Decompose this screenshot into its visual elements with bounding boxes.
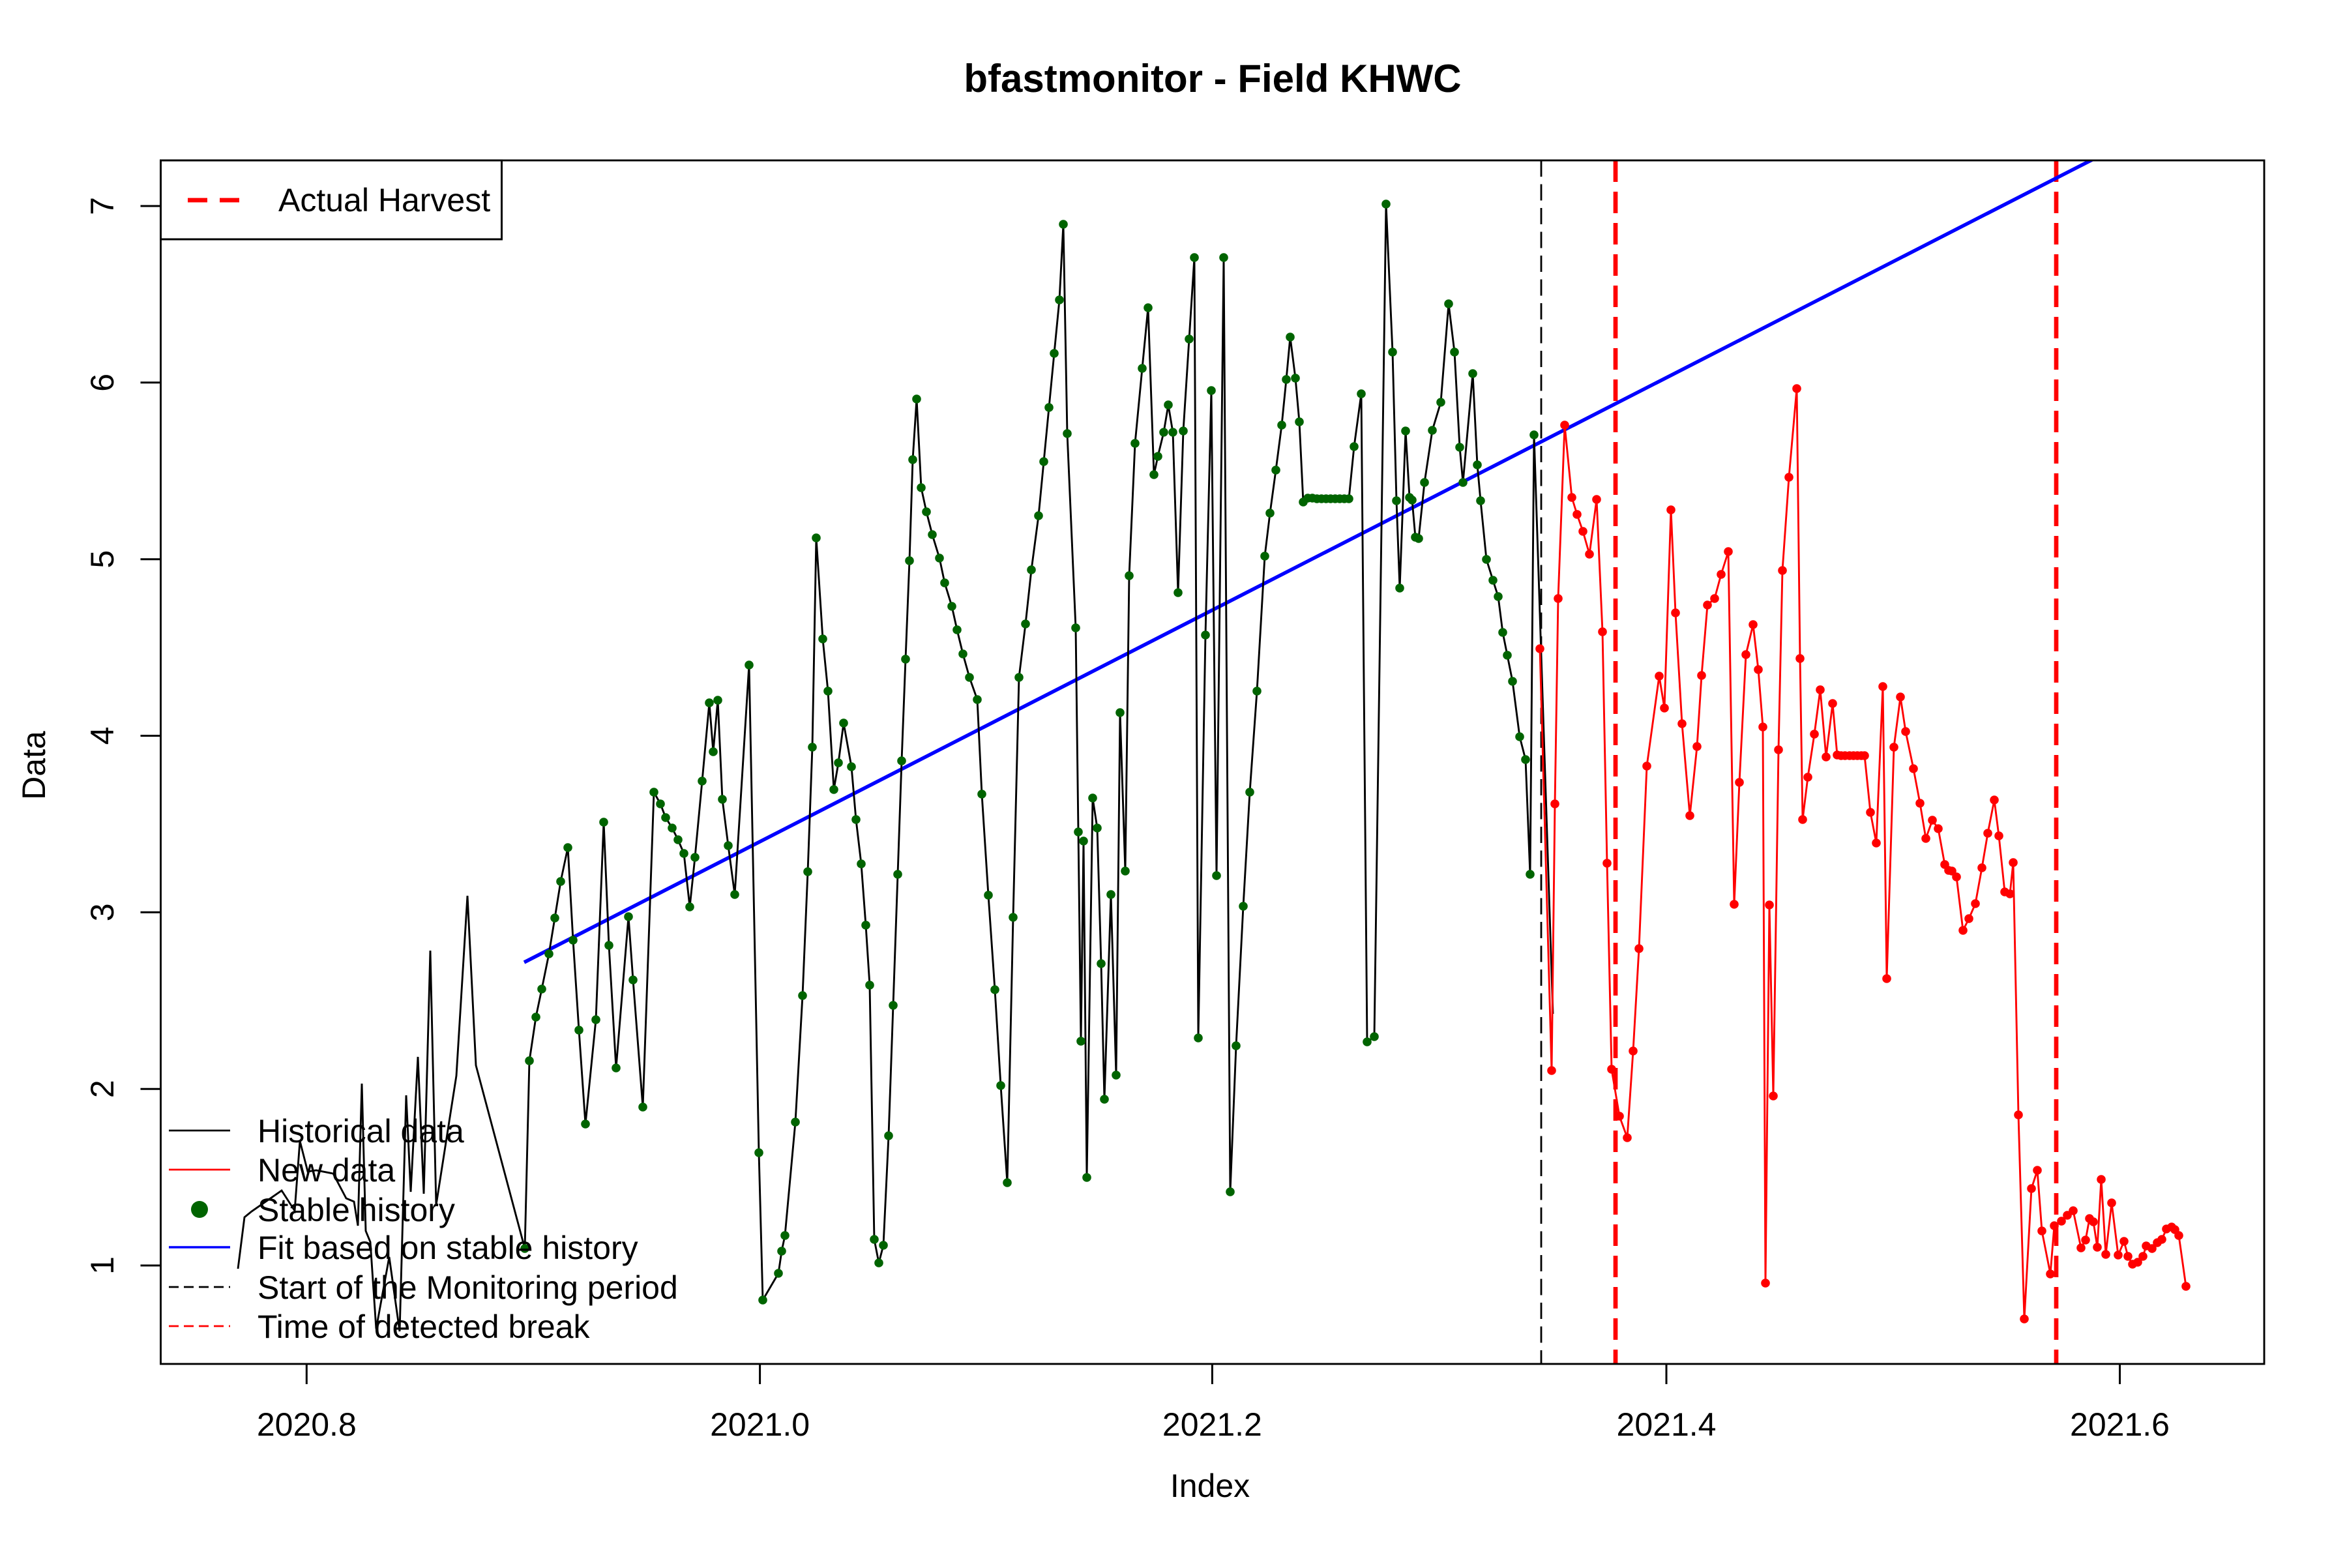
svg-text:bfastmonitor - Field KHWC: bfastmonitor - Field KHWC bbox=[964, 57, 1461, 100]
svg-text:Index: Index bbox=[1170, 1468, 1250, 1504]
svg-text:Start of the Monitoring period: Start of the Monitoring period bbox=[258, 1269, 678, 1306]
svg-text:6: 6 bbox=[84, 374, 121, 392]
svg-text:2021.6: 2021.6 bbox=[2070, 1406, 2170, 1443]
svg-text:1: 1 bbox=[84, 1256, 121, 1275]
svg-text:Time of detected break: Time of detected break bbox=[258, 1309, 591, 1345]
svg-text:Historical data: Historical data bbox=[258, 1113, 464, 1149]
svg-text:Stable history: Stable history bbox=[258, 1192, 455, 1228]
svg-text:Data: Data bbox=[16, 731, 52, 800]
svg-text:2021.4: 2021.4 bbox=[1617, 1406, 1717, 1443]
svg-text:3: 3 bbox=[84, 903, 121, 921]
svg-text:Fit based on stable history: Fit based on stable history bbox=[258, 1230, 638, 1266]
svg-text:5: 5 bbox=[84, 550, 121, 569]
svg-text:Actual Harvest: Actual Harvest bbox=[278, 182, 490, 218]
svg-text:2021.0: 2021.0 bbox=[710, 1406, 810, 1443]
svg-text:2021.2: 2021.2 bbox=[1162, 1406, 1262, 1443]
svg-text:7: 7 bbox=[84, 197, 121, 215]
svg-text:4: 4 bbox=[84, 727, 121, 745]
svg-text:2: 2 bbox=[84, 1080, 121, 1098]
svg-text:New data: New data bbox=[258, 1152, 395, 1189]
svg-text:2020.8: 2020.8 bbox=[257, 1406, 357, 1443]
